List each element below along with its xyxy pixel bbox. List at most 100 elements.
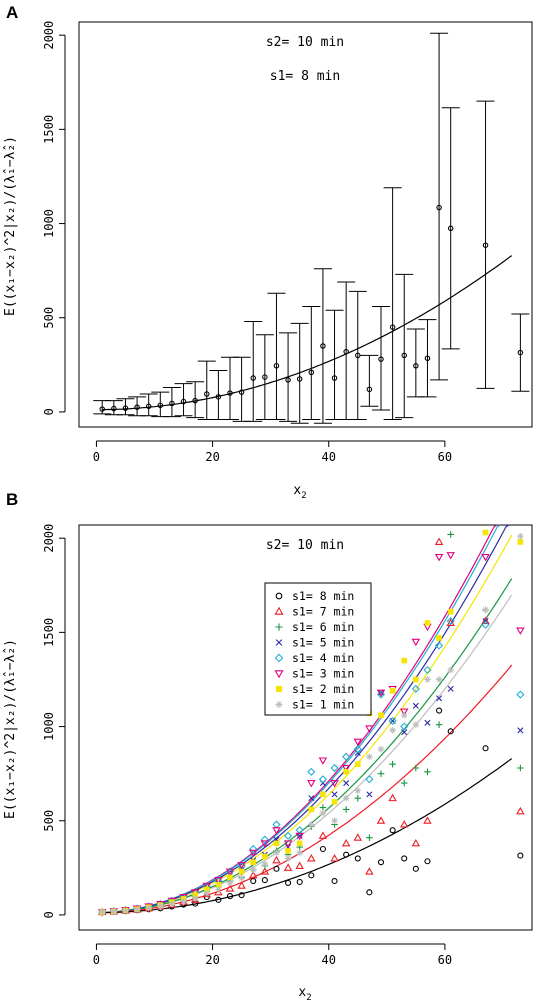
data-point: [516, 806, 525, 815]
data-point: [296, 376, 303, 382]
data-point: [331, 375, 338, 381]
panel-b-x-tick-label: 40: [322, 953, 336, 967]
data-point: [250, 375, 256, 381]
data-point: [517, 349, 524, 356]
data-point: [388, 716, 397, 725]
data-point: [273, 849, 280, 857]
data-point: [308, 795, 315, 802]
data-point: [413, 363, 419, 369]
data-point: [354, 761, 361, 768]
data-point: [389, 827, 396, 834]
data-point: [482, 529, 489, 536]
data-point: [517, 533, 524, 540]
data-point: [238, 868, 245, 875]
data-point: [275, 623, 283, 631]
data-point: [424, 719, 431, 726]
data-point: [238, 874, 245, 882]
data-point: [436, 204, 442, 211]
data-point: [330, 854, 339, 862]
data-point: [366, 834, 373, 841]
data-point: [226, 879, 234, 887]
data-point: [296, 840, 303, 847]
data-point: [341, 838, 351, 847]
data-point: [516, 627, 525, 635]
data-point: [226, 893, 234, 900]
data-point: [517, 852, 524, 859]
data-point: [308, 821, 315, 828]
data-point: [285, 377, 291, 383]
data-point: [365, 725, 374, 733]
data-point: [273, 840, 280, 847]
panel-a-x-tick-label: 40: [322, 450, 336, 464]
panel-b-y-axis-title: E((x₁−x₂)^2|x₂)/(λ̂₁−λ̂₂): [3, 639, 18, 819]
panel-b-axes: 0 20 40 60 0 500 1000 1500 2000: [42, 524, 452, 967]
panel-b-label: B: [6, 490, 18, 509]
data-point: [446, 552, 455, 560]
data-point: [215, 881, 222, 888]
data-point: [238, 389, 245, 395]
panel-b-y-tick-label: 1000: [42, 712, 56, 741]
data-point: [423, 816, 432, 824]
panel-a-y-tick-label: 1500: [42, 115, 56, 144]
panel-b-plot-frame: [78, 524, 533, 931]
data-point: [203, 889, 211, 897]
data-point: [283, 863, 293, 871]
data-point: [354, 855, 361, 862]
data-point: [424, 768, 431, 776]
data-point: [307, 767, 316, 776]
data-point: [202, 882, 212, 891]
data-point: [248, 849, 258, 858]
data-point: [401, 855, 408, 862]
data-point: [436, 695, 443, 702]
data-point: [411, 638, 421, 647]
data-point: [517, 764, 524, 772]
panel-a: A 0 20 40 60 0 500 1000 1500 2000 s2= 10 min s1=…: [3, 3, 533, 501]
data-point: [436, 707, 443, 714]
data-point: [272, 855, 281, 864]
data-point: [436, 635, 442, 641]
data-point: [389, 727, 396, 734]
data-point: [237, 881, 246, 889]
panel-b-x-tick-label: 0: [93, 953, 100, 967]
data-point: [157, 402, 164, 409]
data-point: [401, 657, 408, 664]
data-point: [412, 702, 419, 709]
data-point: [354, 787, 362, 794]
data-point: [447, 728, 454, 735]
data-point: [389, 687, 396, 694]
data-point: [145, 403, 152, 410]
panel-a-y-tick-label: 500: [42, 307, 56, 329]
data-point: [180, 898, 187, 905]
legend-label: s1= 1 min: [292, 698, 354, 712]
data-point: [98, 908, 106, 916]
data-point: [275, 639, 283, 646]
data-point: [296, 849, 303, 857]
data-point: [295, 832, 304, 841]
panel-a-y-tick-label: 2000: [42, 21, 56, 50]
panel-a-y-axis-title: E((x₁−x₂)^2|x₂)/(λ̂₁−λ̂₂): [3, 136, 18, 316]
data-point: [377, 770, 385, 777]
data-point: [413, 676, 419, 683]
data-point: [435, 721, 443, 728]
data-point: [180, 398, 187, 405]
data-point: [308, 806, 315, 813]
data-point: [400, 711, 408, 719]
data-point: [366, 791, 373, 798]
data-point: [169, 400, 175, 407]
data-point: [331, 817, 338, 825]
data-point: [111, 405, 117, 412]
data-point: [319, 845, 326, 853]
data-point: [343, 768, 349, 775]
data-point: [307, 780, 316, 788]
data-point: [318, 775, 328, 784]
data-point: [238, 892, 245, 899]
data-point: [447, 608, 454, 615]
data-point: [447, 531, 454, 538]
legend-label: s1= 8 min: [292, 589, 354, 603]
data-point: [250, 877, 257, 885]
data-point: [237, 861, 246, 870]
panel-a-y-tick-label: 1000: [42, 209, 56, 238]
panel-a-annotation-s2: s2= 10 min: [266, 35, 344, 50]
